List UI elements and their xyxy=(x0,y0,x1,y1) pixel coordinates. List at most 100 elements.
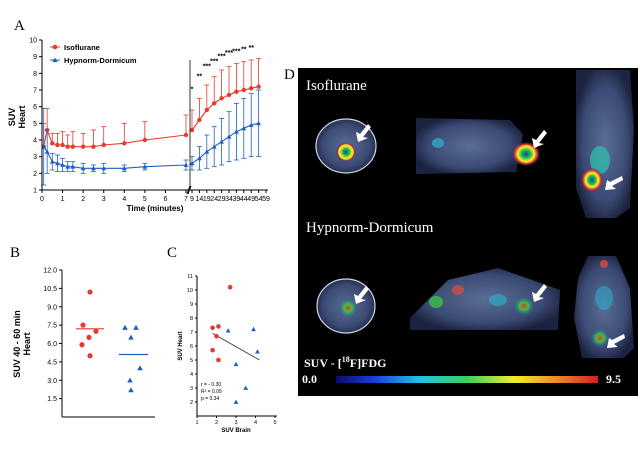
iso-point xyxy=(50,141,55,146)
a-x-tick-label: 59 xyxy=(262,196,270,203)
c-hyp-point xyxy=(233,399,239,404)
arrow-icon xyxy=(605,176,623,190)
legend-hyp-marker xyxy=(52,57,58,63)
hyp-point xyxy=(91,165,96,171)
hyp-point xyxy=(65,164,71,169)
a-y-tick-label: 10 xyxy=(29,38,37,45)
c-x-tick-label: 4 xyxy=(254,420,257,426)
a-x-tick-label: 49 xyxy=(247,196,255,203)
isoflurane-image-label: Isoflurane xyxy=(306,78,367,94)
panel-b-letter: B xyxy=(10,245,21,261)
c-hyp-point xyxy=(233,361,239,367)
a-significance-mark: *** xyxy=(225,50,233,57)
a-y-axis-title-line1: SUV xyxy=(7,108,17,127)
iso-point xyxy=(204,107,209,113)
c-hyp-point xyxy=(225,328,231,333)
pet-images xyxy=(315,70,634,383)
c-iso-point xyxy=(210,347,215,353)
c-x-tick-label: 5 xyxy=(273,420,276,426)
arrow-icon xyxy=(354,286,369,304)
c-y-tick-label: 7 xyxy=(190,330,193,336)
iso-point xyxy=(55,142,60,148)
a-significance-mark: *** xyxy=(218,53,226,60)
scale-min-label: 0.0 xyxy=(302,372,317,386)
hyp-point xyxy=(49,159,55,164)
a-axis-break xyxy=(186,185,191,195)
a-axis-break xyxy=(187,185,192,195)
a-x-tick-label: 54 xyxy=(255,196,263,203)
a-y-tick-label: 1 xyxy=(33,188,37,195)
hyp-point xyxy=(241,125,247,131)
c-iso-point xyxy=(214,333,219,339)
a-x-tick-label: 19 xyxy=(203,196,211,203)
a-x-tick-label: 3 xyxy=(102,196,106,203)
b-hyp-point xyxy=(128,334,134,340)
c-x-tick-label: 1 xyxy=(195,420,198,426)
a-significance-mark: ** xyxy=(241,47,247,54)
c-y-tick-label: 2 xyxy=(190,400,193,406)
iso-point xyxy=(91,144,96,149)
c-y-tick-label: 5 xyxy=(190,358,193,364)
hyp-coronal-slice xyxy=(574,256,634,358)
arrow-icon xyxy=(607,334,625,348)
a-y-tick-label: 8 xyxy=(33,71,37,78)
panel-c-letter: C xyxy=(167,245,178,261)
iso-point xyxy=(189,127,195,133)
b-hyp-point xyxy=(128,387,134,393)
hyp-point xyxy=(70,164,76,169)
c-y-tick-label: 8 xyxy=(190,316,193,322)
a-significance-mark: ** xyxy=(248,45,254,52)
a-x-axis-title: Time (minutes) xyxy=(127,204,184,213)
pet-arrows xyxy=(354,124,625,348)
panel-d-letter: D xyxy=(284,67,295,83)
c-hyp-point xyxy=(251,326,256,332)
c-y-tick-label: 6 xyxy=(190,344,193,350)
c-x-axis-title: SUV Brain xyxy=(221,428,251,434)
a-x-tick-label: 39 xyxy=(233,196,241,203)
a-significance-mark: *** xyxy=(210,58,218,65)
b-iso-point xyxy=(87,289,93,295)
iso-point xyxy=(212,101,217,106)
a-x-tick-label: 44 xyxy=(240,196,248,203)
a-y-axis-title-line2: Heart xyxy=(17,105,27,128)
iso-point xyxy=(101,142,106,148)
c-y-tick-label: 11 xyxy=(187,274,193,280)
a-y-tick-label: 6 xyxy=(33,104,37,111)
hyp-sagittal-slice xyxy=(410,268,560,330)
a-y-tick-label: 5 xyxy=(33,121,37,128)
iso-point xyxy=(65,144,70,149)
c-iso-point xyxy=(210,325,215,331)
hyp-line-early xyxy=(43,146,187,169)
c-y-tick-label: 9 xyxy=(190,302,193,308)
b-y-tick-label: 1.5 xyxy=(47,396,57,403)
legend-hyp-label: Hypnorm-Dormicum xyxy=(64,56,137,65)
hyp-point xyxy=(197,155,202,161)
iso-transverse-slice xyxy=(315,118,377,174)
iso-point xyxy=(197,117,202,123)
hyp-point xyxy=(101,165,107,171)
c-y-tick-label: 10 xyxy=(187,288,193,294)
a-y-tick-label: 7 xyxy=(33,88,37,95)
a-significance-mark: * xyxy=(191,87,194,94)
a-x-tick-label: 29 xyxy=(218,196,226,203)
a-y-tick-label: 2 xyxy=(33,171,37,178)
c-x-tick-label: 2 xyxy=(215,420,218,426)
scale-title-sup: 18 xyxy=(341,355,350,364)
c-hyp-point xyxy=(255,349,260,354)
b-y-tick-label: 10.5 xyxy=(43,286,57,293)
hyp-point xyxy=(55,160,60,166)
b-iso-point xyxy=(93,328,99,334)
hyp-point xyxy=(234,129,239,134)
b-y-tick-label: 7.5 xyxy=(47,323,57,330)
b-iso-point xyxy=(87,353,93,359)
b-iso-point xyxy=(79,342,85,348)
iso-point xyxy=(142,137,148,143)
iso-point xyxy=(249,86,254,91)
b-y-axis-title-line2: Heart xyxy=(22,332,32,355)
b-y-tick-label: 4.5 xyxy=(47,359,57,366)
panel-a-letter: A xyxy=(14,18,25,34)
a-y-tick-label: 3 xyxy=(33,154,37,161)
a-x-tick-label: 1 xyxy=(61,196,65,203)
